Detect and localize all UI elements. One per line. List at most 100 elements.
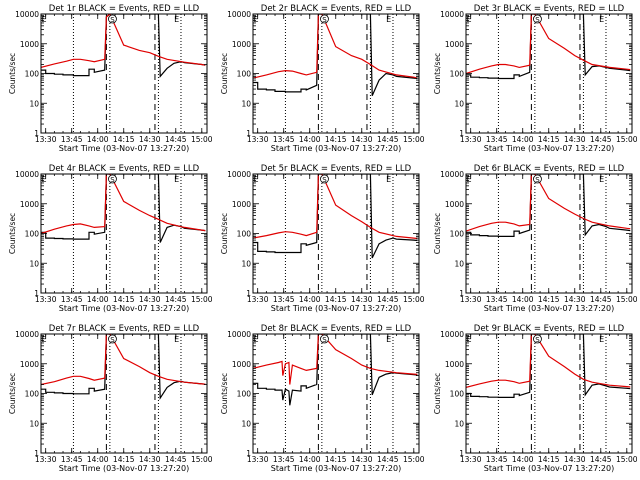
y-tick-label: 1: [246, 129, 251, 138]
lld-series-line: [466, 334, 631, 388]
x-tick-label: 14:30: [564, 135, 586, 144]
plot-frame: [465, 13, 633, 134]
x-tick-label: 14:00: [299, 135, 321, 144]
y-axis-label: Counts/sec: [220, 213, 229, 254]
y-tick-label: 10: [454, 419, 464, 428]
y-tick-label: 10: [241, 419, 251, 428]
x-tick-label: 13:30: [35, 135, 57, 144]
lld-series-line: [253, 334, 418, 385]
x-tick-label: 14:15: [325, 135, 347, 144]
y-tick-label: 10000: [440, 330, 464, 339]
y-tick-label: 100: [25, 390, 40, 399]
events-series-line: [253, 14, 418, 96]
saa-marker-label: S: [535, 176, 540, 184]
x-tick-label: 14:00: [512, 295, 534, 304]
x-tick-label: 13:30: [460, 295, 482, 304]
x-tick-label: 14:15: [113, 135, 135, 144]
y-tick-label: 10000: [15, 10, 39, 19]
saa-marker-circle: [108, 334, 117, 344]
y-tick-label: 10: [454, 259, 464, 268]
x-tick-label: 14:30: [351, 135, 373, 144]
x-tick-label: 14:45: [377, 295, 399, 304]
x-axis-label: Start Time (03-Nov-07 13:27:20): [271, 144, 401, 153]
x-tick-label: 15:00: [403, 455, 425, 464]
y-tick-label: 1: [34, 129, 39, 138]
saa-marker-circle: [533, 14, 542, 24]
plot-frame: [40, 173, 208, 294]
x-tick-label: 14:45: [165, 455, 187, 464]
x-tick-label: 14:00: [87, 455, 109, 464]
y-axis-label: Counts/sec: [8, 53, 17, 94]
x-axis-label: Start Time (03-Nov-07 13:27:20): [271, 304, 401, 313]
x-tick-label: 14:45: [165, 295, 187, 304]
panel-title: Det 4r BLACK = Events, RED = LLD: [49, 164, 200, 174]
x-tick-label: 13:30: [460, 455, 482, 464]
x-tick-label: 15:00: [191, 295, 213, 304]
events-series-line: [253, 334, 418, 406]
eclipse-marker-label: E: [599, 15, 604, 24]
x-tick-label: 14:15: [538, 135, 560, 144]
y-tick-label: 10000: [227, 170, 251, 179]
x-tick-label: 14:15: [538, 455, 560, 464]
panel-8: Det 8r BLACK = Events, RED = LLD S E E 1 10 10…: [220, 324, 425, 473]
x-tick-label: 13:45: [486, 455, 508, 464]
lld-series-line: [466, 174, 631, 232]
y-tick-label: 100: [450, 230, 465, 239]
x-tick-label: 14:30: [351, 455, 373, 464]
panel-title: Det 8r BLACK = Events, RED = LLD: [261, 324, 412, 334]
y-tick-label: 1000: [445, 40, 464, 49]
x-axis-label: Start Time (03-Nov-07 13:27:20): [271, 464, 401, 473]
eclipse-marker-label: E: [386, 15, 391, 24]
y-tick-label: 10000: [15, 170, 39, 179]
x-tick-label: 14:15: [538, 295, 560, 304]
x-tick-label: 13:45: [61, 295, 83, 304]
y-tick-label: 100: [450, 70, 465, 79]
y-tick-label: 1000: [232, 360, 251, 369]
eclipse-marker-label: E: [386, 335, 391, 344]
x-tick-label: 14:45: [590, 135, 612, 144]
lld-series-line: [41, 14, 206, 68]
panel-6: Det 6r BLACK = Events, RED = LLD S E E 1 10 10…: [433, 164, 638, 313]
y-tick-label: 1000: [232, 40, 251, 49]
plot-frame: [40, 13, 208, 134]
y-tick-label: 1: [459, 449, 464, 458]
saa-marker-label: S: [322, 16, 327, 24]
lld-series-line: [253, 174, 418, 240]
saa-marker-circle: [320, 14, 329, 24]
x-tick-label: 14:15: [113, 295, 135, 304]
x-axis-label: Start Time (03-Nov-07 13:27:20): [59, 304, 189, 313]
panel-7: Det 7r BLACK = Events, RED = LLD S E E 1 10 10…: [8, 324, 213, 473]
panel-title: Det 6r BLACK = Events, RED = LLD: [474, 164, 625, 174]
x-tick-label: 14:30: [139, 455, 161, 464]
panel-1: Det 1r BLACK = Events, RED = LLD S E E 1 10 10…: [8, 4, 213, 153]
eclipse-marker-label: E: [253, 335, 258, 344]
plot-frame: [252, 13, 420, 134]
saa-marker-circle: [533, 334, 542, 344]
y-axis-label: Counts/sec: [8, 373, 17, 414]
x-tick-label: 14:00: [512, 135, 534, 144]
x-axis-label: Start Time (03-Nov-07 13:27:20): [59, 144, 189, 153]
x-tick-label: 14:00: [87, 295, 109, 304]
x-tick-label: 14:00: [87, 135, 109, 144]
x-tick-label: 15:00: [403, 135, 425, 144]
x-tick-label: 14:30: [139, 295, 161, 304]
lld-series-line: [466, 14, 631, 75]
y-tick-label: 100: [25, 70, 40, 79]
x-axis-label: Start Time (03-Nov-07 13:27:20): [484, 464, 614, 473]
x-tick-label: 15:00: [616, 135, 638, 144]
y-tick-label: 1: [246, 289, 251, 298]
y-tick-label: 1000: [232, 200, 251, 209]
x-tick-label: 15:00: [616, 455, 638, 464]
saa-marker-circle: [320, 174, 329, 184]
x-tick-label: 15:00: [191, 455, 213, 464]
x-axis-label: Start Time (03-Nov-07 13:27:20): [59, 464, 189, 473]
x-tick-label: 14:45: [590, 295, 612, 304]
y-tick-label: 10: [241, 99, 251, 108]
x-tick-label: 14:30: [564, 295, 586, 304]
saa-marker-label: S: [322, 336, 327, 344]
x-tick-label: 13:30: [247, 295, 269, 304]
x-tick-label: 13:45: [61, 455, 83, 464]
y-tick-label: 1: [34, 449, 39, 458]
y-tick-label: 10000: [440, 170, 464, 179]
events-series-line: [41, 14, 206, 78]
